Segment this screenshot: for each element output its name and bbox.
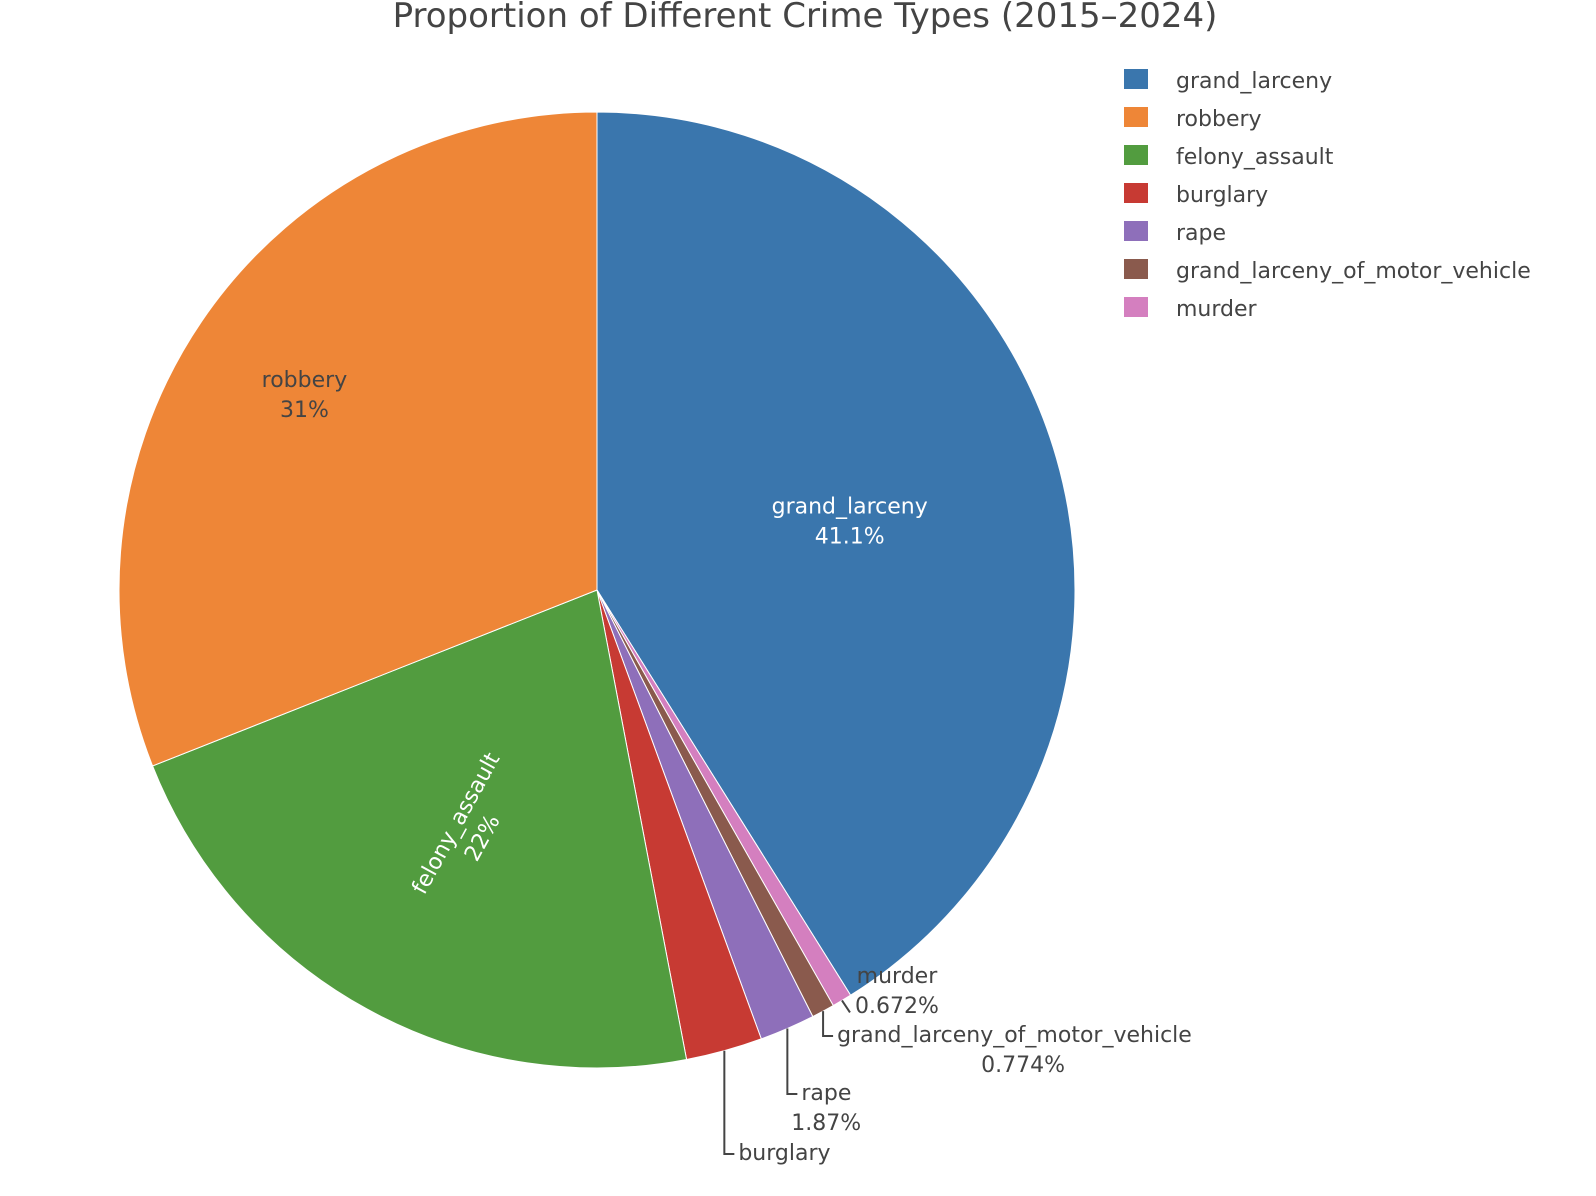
slice-label-grand-larceny: grand_larceny 41.1% <box>772 494 928 549</box>
legend-item-felony-assault[interactable]: felony_assault <box>1124 145 1334 170</box>
slice-percent-label: 31% <box>280 398 329 423</box>
slice-name-label: grand_larceny <box>772 494 928 519</box>
legend-swatch <box>1124 221 1148 241</box>
legend-label: robbery <box>1176 107 1262 132</box>
legend-swatch <box>1124 297 1148 317</box>
legend-swatch <box>1124 107 1148 127</box>
pie-slices <box>118 111 1076 1069</box>
legend-label: burglary <box>1176 183 1268 208</box>
legend-swatch <box>1124 145 1148 165</box>
pie-slice-grand-larceny <box>596 111 1076 996</box>
slice-percent-label: 0.774% <box>981 1053 1065 1078</box>
slice-percent-label: 0.672% <box>855 994 939 1019</box>
leader-line <box>841 999 851 1014</box>
leader-line <box>723 1050 735 1155</box>
pie-slice-robbery <box>118 111 598 767</box>
legend-item-robbery[interactable]: robbery <box>1124 107 1262 132</box>
slice-label-rape: rape 1.87% <box>791 1081 861 1136</box>
legend-label: grand_larceny_of_motor_vehicle <box>1176 259 1531 284</box>
leader-line <box>822 1011 834 1037</box>
legend-item-grand-larceny[interactable]: grand_larceny <box>1124 69 1332 94</box>
slice-label-grand-larceny-of-motor-vehicle: grand_larceny_of_motor_vehicle 0.774% <box>837 1023 1192 1078</box>
slice-label-murder: murder 0.672% <box>855 964 939 1019</box>
pie-slice-felony-assault <box>151 589 688 1069</box>
slice-name-label: rape <box>801 1081 851 1106</box>
slice-label-robbery: robbery 31% <box>262 368 348 423</box>
legend-item-grand-larceny-of-motor-vehicle[interactable]: grand_larceny_of_motor_vehicle <box>1124 259 1531 284</box>
slice-name-label: burglary <box>738 1141 830 1166</box>
slice-percent-label: 1.87% <box>791 1111 861 1136</box>
legend-swatch <box>1124 69 1148 89</box>
legend-label: grand_larceny <box>1176 69 1332 94</box>
slice-name-label: grand_larceny_of_motor_vehicle <box>837 1023 1192 1048</box>
legend-label: murder <box>1176 297 1258 322</box>
leader-lines <box>723 999 851 1155</box>
legend-item-rape[interactable]: rape <box>1124 221 1226 246</box>
slice-label-burglary: burglary <box>738 1141 830 1166</box>
slice-name-label: robbery <box>262 368 348 393</box>
leader-line <box>786 1028 798 1095</box>
slice-name-label: murder <box>857 964 939 989</box>
legend-label: felony_assault <box>1176 145 1334 170</box>
legend-item-murder[interactable]: murder <box>1124 297 1258 322</box>
legend-label: rape <box>1176 221 1226 246</box>
chart-title: Proportion of Different Crime Types (201… <box>393 0 1218 36</box>
legend-swatch <box>1124 183 1148 203</box>
legend-item-burglary[interactable]: burglary <box>1124 183 1268 208</box>
slice-percent-label: 41.1% <box>815 524 885 549</box>
legend-swatch <box>1124 259 1148 279</box>
